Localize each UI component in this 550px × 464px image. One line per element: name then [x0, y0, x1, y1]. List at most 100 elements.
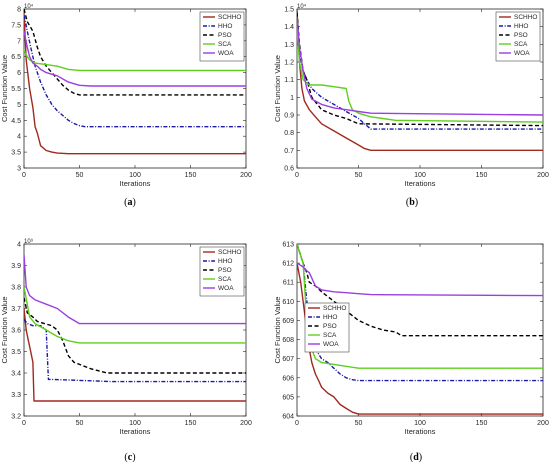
y-tick-label: 3.5 — [11, 349, 21, 356]
series-line-hho — [24, 318, 246, 383]
y-exponent-label: 10⁴ — [297, 3, 307, 10]
y-tick-label: 613 — [282, 242, 294, 249]
panel-caption: (c) — [124, 452, 135, 463]
series-line-sca — [24, 49, 246, 72]
series-line-woa — [24, 254, 246, 325]
x-tick-label: 100 — [129, 172, 141, 179]
y-axis-title: Cost Function Value — [0, 297, 9, 364]
y-tick-label: 3.8 — [11, 285, 21, 292]
series-line-schho — [297, 9, 543, 152]
chart-panel-d: 0 50 100 150 200 604 605 606 607 608 609 610 611 612 6… — [273, 242, 549, 464]
x-tick-label: 150 — [185, 420, 197, 427]
legend-label-woa: WOA — [218, 50, 234, 57]
legend-label-schho: SCHHO — [514, 14, 537, 21]
series-line-pso — [24, 9, 246, 96]
legend-label-hho: HHO — [514, 23, 528, 30]
chart-panel-a: 0 50 100 150 200 3 3.5 4 4.5 5 5.5 6 6.5 7 7.5 8 10⁴ Iter… — [0, 3, 252, 208]
y-tick-label: 3.5 — [11, 150, 21, 157]
chart-panel-b: 0 50 100 150 200 0.6 0.7 0.8 0.9 1 1.1 1.2 1.3 1.4 1.5… — [273, 3, 549, 208]
y-tick-label: 3.7 — [11, 306, 21, 313]
y-tick-label: 1 — [290, 95, 294, 102]
x-tick-label: 100 — [414, 172, 426, 179]
legend-label-woa: WOA — [218, 285, 234, 292]
legend-label-pso: PSO — [514, 32, 528, 39]
x-tick-label: 50 — [76, 172, 84, 179]
legend: SCHHO HHO PSO SCA WOA — [495, 11, 541, 62]
y-tick-label: 3 — [17, 166, 21, 173]
y-tick-label: 608 — [282, 337, 294, 344]
series-line-hho — [24, 15, 246, 128]
legend-label-sca: SCA — [323, 332, 337, 339]
y-tick-label: 1.5 — [284, 7, 294, 14]
x-tick-label: 200 — [240, 172, 252, 179]
y-tick-label: 3.2 — [11, 414, 21, 421]
x-tick-label: 150 — [476, 420, 488, 427]
y-tick-label: 3.9 — [11, 263, 21, 270]
series-line-woa — [297, 262, 543, 297]
series-line-sca — [24, 286, 246, 344]
legend-label-schho: SCHHO — [218, 249, 241, 256]
x-axis-title: Iterations — [120, 179, 151, 188]
y-tick-label: 6 — [17, 70, 21, 77]
x-tick-label: 50 — [76, 420, 84, 427]
y-tick-label: 0.8 — [284, 130, 294, 137]
legend-label-pso: PSO — [218, 267, 232, 274]
series-line-woa — [297, 17, 543, 116]
legend: SCHHO HHO PSO SCA WOA — [304, 302, 350, 353]
legend-label-hho: HHO — [323, 314, 337, 321]
legend-label-woa: WOA — [323, 341, 339, 348]
x-tick-label: 0 — [22, 420, 26, 427]
series-line-woa — [24, 31, 246, 87]
y-tick-label: 605 — [282, 394, 294, 401]
y-tick-label: 612 — [282, 261, 294, 268]
y-tick-label: 607 — [282, 356, 294, 363]
y-tick-label: 4.5 — [11, 118, 21, 125]
y-tick-label: 1.1 — [284, 77, 294, 84]
x-tick-label: 200 — [537, 172, 549, 179]
x-tick-label: 50 — [355, 172, 363, 179]
x-axis-title: Iterations — [405, 427, 436, 436]
series-line-sca — [297, 244, 543, 369]
panel-caption: (b) — [406, 197, 418, 208]
y-tick-label: 610 — [282, 299, 294, 306]
x-tick-label: 0 — [295, 420, 299, 427]
x-tick-label: 150 — [185, 172, 197, 179]
series-line-schho — [24, 12, 246, 155]
x-tick-label: 50 — [355, 420, 363, 427]
series-group — [24, 254, 246, 402]
legend-label-sca: SCA — [218, 41, 232, 48]
y-tick-label: 4 — [17, 242, 21, 249]
x-tick-label: 200 — [537, 420, 549, 427]
legend-label-schho: SCHHO — [218, 14, 241, 21]
x-tick-label: 200 — [240, 420, 252, 427]
series-line-schho — [24, 308, 246, 402]
x-tick-label: 0 — [295, 172, 299, 179]
series-line-pso — [297, 12, 543, 127]
y-tick-label: 3.3 — [11, 392, 21, 399]
y-tick-label: 4 — [17, 134, 21, 141]
x-tick-label: 0 — [22, 172, 26, 179]
y-axis-title: Cost Function Value — [0, 55, 9, 122]
y-tick-label: 606 — [282, 375, 294, 382]
y-tick-label: 8 — [17, 7, 21, 14]
legend-label-hho: HHO — [218, 258, 232, 265]
panel-caption: (d) — [410, 452, 422, 463]
y-axis-title: Cost Function Value — [273, 297, 282, 364]
chart-panel-c: 0 50 100 150 200 3.2 3.3 3.4 3.5 3.6 3.7 3.8 3.9 4 10⁹… — [0, 238, 252, 463]
y-tick-label: 1.3 — [284, 42, 294, 49]
legend-label-pso: PSO — [323, 323, 337, 330]
x-axis-title: Iterations — [405, 179, 436, 188]
y-tick-label: 7 — [17, 38, 21, 45]
x-tick-label: 150 — [476, 172, 488, 179]
series-group — [297, 9, 543, 152]
y-tick-label: 7.5 — [11, 22, 21, 29]
legend: SCHHO HHO PSO SCA WOA — [199, 11, 245, 62]
y-tick-label: 5.5 — [11, 86, 21, 93]
series-line-pso — [24, 297, 246, 374]
y-tick-label: 1.4 — [284, 24, 294, 31]
legend-label-sca: SCA — [514, 41, 528, 48]
series-group — [24, 9, 246, 155]
y-tick-label: 0.6 — [284, 166, 294, 173]
y-tick-label: 0.9 — [284, 113, 294, 120]
y-tick-label: 0.7 — [284, 148, 294, 155]
